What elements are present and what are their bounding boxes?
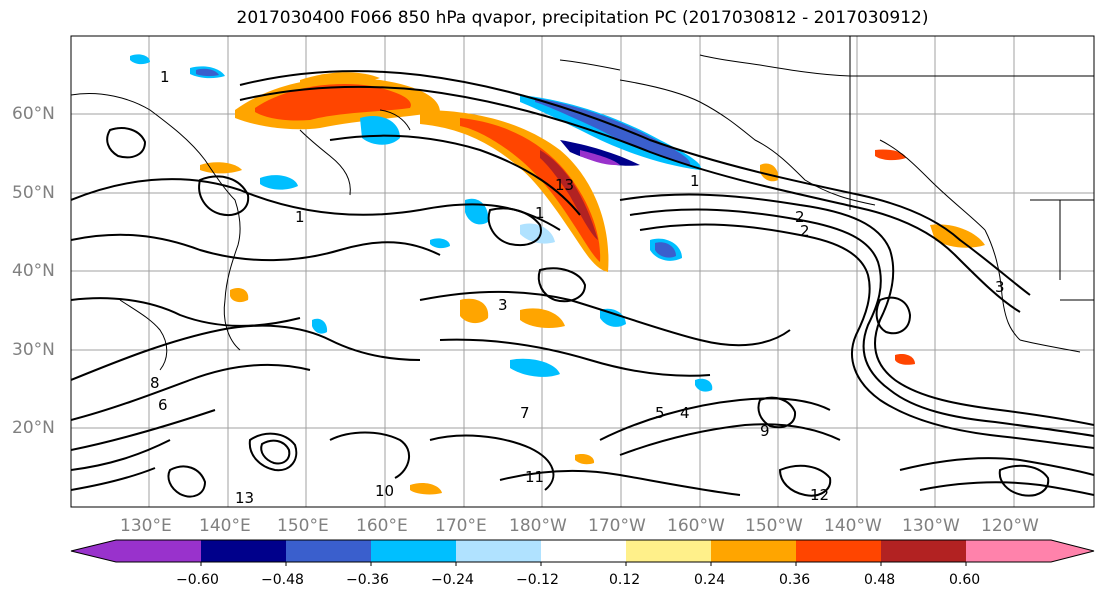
lon-label: 140°E bbox=[199, 516, 251, 536]
contour-label: 13 bbox=[235, 489, 254, 507]
colorbar-segment bbox=[456, 540, 541, 562]
colorbar-tick-label: 0.24 bbox=[694, 572, 726, 588]
contour-label: 1 bbox=[535, 204, 545, 222]
positive-shading bbox=[200, 72, 985, 495]
lat-label-40n: 40°N bbox=[12, 261, 55, 281]
lat-label-30n: 30°N bbox=[12, 340, 55, 360]
lat-label-60n: 60°N bbox=[12, 104, 55, 124]
lon-label: 120°W bbox=[981, 516, 1039, 536]
lon-label: 140°W bbox=[824, 516, 882, 536]
colorbar-tick-label: −0.48 bbox=[261, 572, 304, 588]
contour-label: 7 bbox=[520, 404, 530, 422]
lon-label: 130°W bbox=[902, 516, 960, 536]
colorbar-segment bbox=[116, 540, 201, 562]
contour-label: 12 bbox=[810, 486, 829, 504]
lon-label: 170°W bbox=[588, 516, 646, 536]
contour-label: 1 bbox=[160, 68, 170, 86]
contour-label: 2 bbox=[800, 222, 810, 240]
contour-labels: 1 1 1 1 2 2 3 4 5 6 7 8 9 10 11 12 13 13… bbox=[150, 68, 1005, 507]
coastlines bbox=[71, 36, 1094, 371]
lon-label: 150°E bbox=[277, 516, 329, 536]
lon-label: 130°E bbox=[120, 516, 172, 536]
colorbar-tick-label: 0.36 bbox=[779, 572, 811, 588]
colorbar-tick-label: −0.60 bbox=[176, 572, 219, 588]
negative-shading bbox=[130, 54, 713, 392]
map-content: 1 1 1 1 2 2 3 4 5 6 7 8 9 10 11 12 13 13… bbox=[71, 36, 1094, 507]
plot-frame bbox=[70, 35, 1095, 508]
contour-label: 3 bbox=[995, 278, 1005, 296]
lon-label: 160°W bbox=[667, 516, 725, 536]
colorbar-outline bbox=[70, 539, 1095, 563]
colorbar-tick-label: 0.60 bbox=[949, 572, 981, 588]
contour-label: 5 bbox=[655, 404, 665, 422]
colorbar bbox=[70, 539, 1095, 566]
colorbar-segment bbox=[286, 540, 371, 562]
contour-label: 2 bbox=[795, 208, 805, 226]
contour-label: 9 bbox=[760, 422, 770, 440]
qvapor-contours bbox=[71, 70, 1094, 498]
map-title: 2017030400 F066 850 hPa qvapor, precipit… bbox=[236, 8, 929, 28]
colorbar-segment bbox=[881, 540, 966, 562]
contour-label: 1 bbox=[295, 208, 305, 226]
colorbar-tick-label: 0.48 bbox=[864, 572, 896, 588]
colorbar-extend-high bbox=[1051, 540, 1094, 562]
contour-label: 13 bbox=[555, 176, 574, 194]
colorbar-segment bbox=[796, 540, 881, 562]
lon-label: 150°W bbox=[745, 516, 803, 536]
colorbar-segment bbox=[541, 540, 626, 562]
contour-label: 11 bbox=[525, 468, 544, 486]
colorbar-extend-low bbox=[71, 540, 116, 562]
colorbar-segment bbox=[201, 540, 286, 562]
colorbar-segment bbox=[966, 540, 1051, 562]
lon-label: 170°E bbox=[435, 516, 487, 536]
lat-label-20n: 20°N bbox=[12, 418, 55, 438]
contour-label: 6 bbox=[158, 396, 168, 414]
contour-label: 8 bbox=[150, 374, 160, 392]
colorbar-tick-label: 0.12 bbox=[609, 572, 641, 588]
contour-label: 10 bbox=[375, 482, 394, 500]
lon-label: 180°W bbox=[509, 516, 567, 536]
colorbar-segment bbox=[711, 540, 796, 562]
lon-label: 160°E bbox=[356, 516, 408, 536]
colorbar-segment bbox=[626, 540, 711, 562]
colorbar-segment bbox=[371, 540, 456, 562]
contour-label: 3 bbox=[498, 296, 508, 314]
colorbar-tick-label: −0.24 bbox=[431, 572, 474, 588]
colorbar-tick-label: −0.36 bbox=[346, 572, 389, 588]
colorbar-tick-label: −0.12 bbox=[516, 572, 559, 588]
lat-label-50n: 50°N bbox=[12, 183, 55, 203]
contour-label: 1 bbox=[690, 172, 700, 190]
contour-label: 4 bbox=[680, 404, 690, 422]
